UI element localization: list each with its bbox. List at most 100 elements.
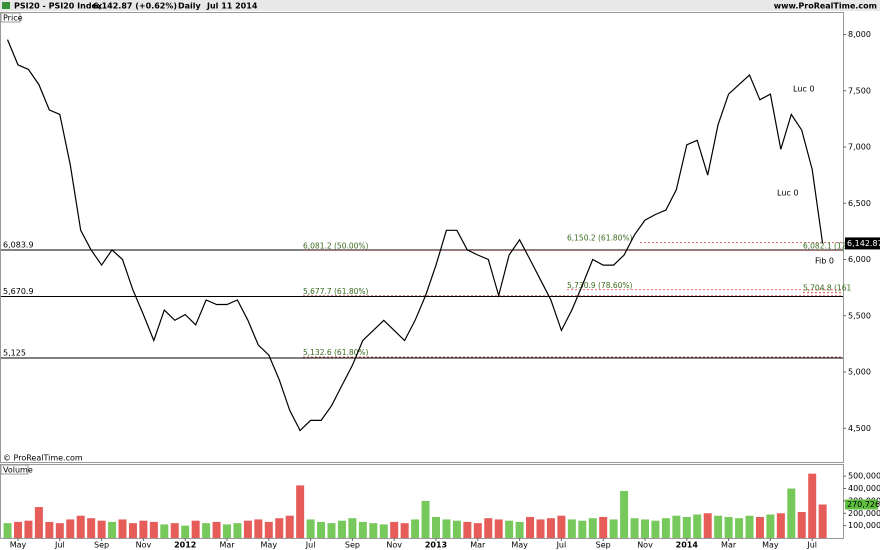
y-tick-label: 4,500 xyxy=(848,424,871,433)
volume-bar xyxy=(139,520,148,538)
price-panel xyxy=(0,12,844,463)
volume-bar xyxy=(390,521,399,538)
volume-bar xyxy=(358,521,367,538)
volume-bar xyxy=(641,519,649,538)
y-tick-label: 400,000 xyxy=(848,484,880,493)
volume-bar xyxy=(724,516,733,538)
volume-bar xyxy=(557,515,566,538)
y-tick-label: 8,000 xyxy=(848,30,871,39)
price-line xyxy=(6,39,824,432)
x-tick-label: May xyxy=(762,541,779,550)
volume-bar xyxy=(118,519,127,538)
volume-bar xyxy=(620,490,629,538)
volume-bar xyxy=(661,518,670,538)
volume-bar xyxy=(170,523,179,538)
x-tick-label: Jul xyxy=(556,541,567,550)
x-tick-label: Mar xyxy=(470,541,486,550)
volume-bar xyxy=(808,473,817,538)
volume-bar xyxy=(411,519,420,538)
volume-bar xyxy=(588,518,597,538)
last-value-box xyxy=(845,237,880,250)
volume-bar xyxy=(327,523,336,538)
x-tick-label: Nov xyxy=(386,541,402,550)
volume-bar xyxy=(76,515,85,538)
last-value-label: 270,726 xyxy=(847,500,880,509)
y-tick-label: 5,500 xyxy=(848,311,871,320)
last-value-box xyxy=(845,499,878,510)
volume-bar xyxy=(87,518,96,538)
volume-bar xyxy=(285,515,294,538)
volume-bar xyxy=(755,516,764,538)
volume-bar xyxy=(264,521,273,538)
x-tick-label: May xyxy=(10,541,27,550)
volume-bar xyxy=(24,520,33,538)
volume-bar xyxy=(306,519,315,538)
volume-bar xyxy=(526,516,535,538)
volume-bar xyxy=(55,523,64,538)
volume-bar xyxy=(223,524,231,538)
volume-bar xyxy=(536,519,545,538)
fib-label: 5,704.8 (161 xyxy=(803,284,851,293)
volume-bar xyxy=(672,515,681,538)
volume-bar xyxy=(160,524,169,538)
volume-bar xyxy=(776,513,785,538)
volume-bar xyxy=(45,521,54,538)
period: Daily xyxy=(178,2,202,11)
x-tick-label: May xyxy=(511,541,528,550)
x-tick-label: Nov xyxy=(637,541,653,550)
volume-bar xyxy=(693,514,702,538)
volume-bar xyxy=(484,518,493,538)
volume-bar xyxy=(515,521,524,538)
annotation: Luc 0 xyxy=(793,85,814,94)
volume-bar xyxy=(682,516,691,538)
y-tick-label: 100,000 xyxy=(848,521,880,530)
volume-bar xyxy=(317,521,326,538)
fib-label: 6,082.1 (127.5 xyxy=(803,241,859,250)
volume-bar xyxy=(494,519,503,538)
fib-label: 6,150.2 (61.80%) xyxy=(567,234,633,243)
y-tick-label: 5,000 xyxy=(848,368,871,377)
volume-bar xyxy=(787,488,796,538)
volume-bar xyxy=(14,521,22,538)
fib-label: 6,081.2 (50.00%) xyxy=(303,241,369,250)
volume-bar xyxy=(243,520,252,538)
last-value-label: 6,142.87 xyxy=(847,239,880,248)
level-label: 5,670.9 xyxy=(3,287,34,296)
quote: 6,142.87 (+0.62%) xyxy=(93,2,177,11)
y-tick-label: 6,500 xyxy=(848,199,871,208)
x-tick-label: 2014 xyxy=(676,541,699,550)
volume-bar xyxy=(254,519,263,538)
volume-bar xyxy=(66,519,75,538)
panel-label-box xyxy=(0,464,29,475)
x-tick-label: 2012 xyxy=(174,541,196,550)
panel-label-box xyxy=(0,12,21,23)
volume-bar xyxy=(567,519,576,538)
volume-bar xyxy=(421,500,430,538)
x-tick-label: Sep xyxy=(345,541,360,550)
y-tick-label: 6,000 xyxy=(848,255,871,264)
y-tick-label: 7,000 xyxy=(848,143,871,152)
volume-bar xyxy=(432,516,440,538)
volume-bar xyxy=(745,515,754,538)
x-tick-label: Sep xyxy=(596,541,611,550)
header-bar xyxy=(0,0,880,11)
volume-bar xyxy=(630,518,639,538)
panel-label: Volume xyxy=(3,466,33,475)
volume-bar xyxy=(337,520,346,538)
volume-bar xyxy=(714,515,723,538)
site: www.ProRealTime.com xyxy=(774,2,877,11)
symbol: PSI20 - PSI20 Index xyxy=(14,2,103,11)
volume-bar xyxy=(473,523,482,538)
volume-bar xyxy=(181,525,190,538)
volume-bar xyxy=(379,524,388,538)
volume-bar xyxy=(818,504,827,538)
volume-bar xyxy=(149,521,158,538)
x-tick-label: Nov xyxy=(136,541,152,550)
volume-bar xyxy=(599,516,608,538)
volume-bar xyxy=(3,523,12,538)
fib-label: 5,730.9 (78.60%) xyxy=(567,281,633,290)
volume-bar xyxy=(233,523,242,538)
x-tick-label: Jul xyxy=(54,541,65,550)
volume-bar xyxy=(202,523,211,538)
